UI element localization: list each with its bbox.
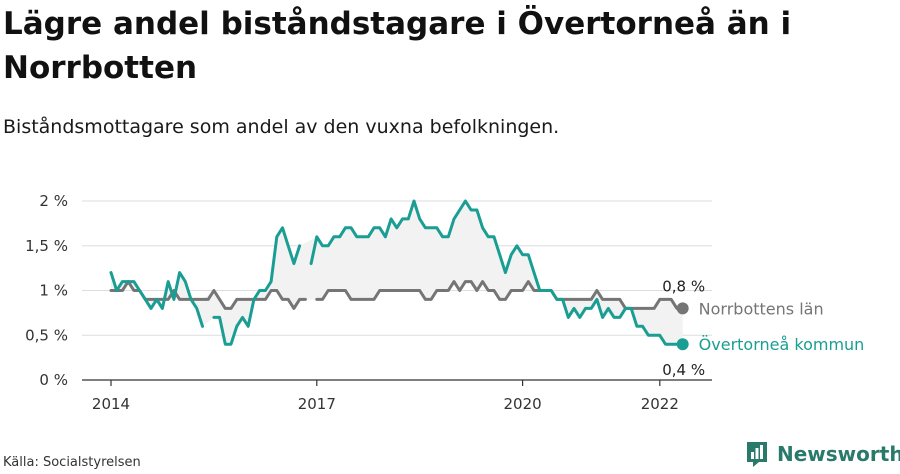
series-end-value: 0,8 % [662, 277, 705, 295]
y-tick-label: 2 % [39, 192, 68, 210]
source-note: Källa: Socialstyrelsen [3, 455, 141, 470]
brand-logo: Newsworthy [745, 440, 900, 468]
series-end-dot [676, 338, 689, 351]
series-label: Norrbottens län [699, 299, 824, 318]
range-band [111, 201, 683, 345]
newsworthy-logo-icon [747, 442, 767, 467]
chart-subtitle: Biståndsmottagare som andel av den vuxna… [3, 116, 560, 138]
chart-title: Lägre andel biståndstagare i Övertorneå … [3, 6, 792, 86]
x-tick-label: 2014 [92, 395, 130, 413]
x-tick-label: 2017 [298, 395, 336, 413]
y-tick-label: 0,5 % [25, 326, 68, 344]
series-label: Övertorneå kommun [699, 335, 865, 354]
brand-name: Newsworthy [777, 442, 900, 466]
x-tick-label: 2022 [641, 395, 679, 413]
y-tick-label: 0 % [39, 371, 68, 389]
series-line-overtornea [109, 199, 685, 346]
y-tick-label: 1,5 % [25, 237, 68, 255]
x-tick-label: 2020 [504, 395, 542, 413]
y-tick-label: 1 % [39, 282, 68, 300]
series-end-value: 0,4 % [662, 361, 705, 379]
series-end-dot [676, 302, 689, 315]
